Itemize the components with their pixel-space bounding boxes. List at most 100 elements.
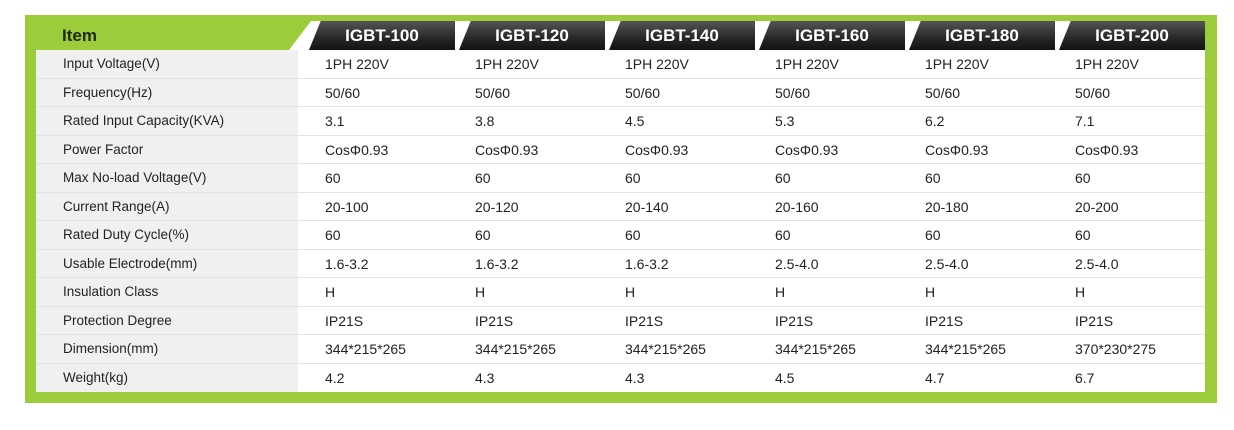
table-cell: IP21S <box>325 312 364 329</box>
table-cell: 4.7 <box>925 369 945 386</box>
table-cell: 2.5-4.0 <box>775 255 819 272</box>
table-cell: CosΦ0.93 <box>325 141 389 158</box>
table-cell: 1PH 220V <box>925 56 989 72</box>
table-cell: CosΦ0.93 <box>925 141 989 158</box>
table-cell: 1.6-3.2 <box>475 255 519 272</box>
table-cell: 4.5 <box>775 369 795 386</box>
table-row: Insulation Class H H H H H H <box>36 278 1205 307</box>
table-cell: IP21S <box>625 312 664 329</box>
table-cell: 1.6-3.2 <box>325 255 369 272</box>
table-cell: 1PH 220V <box>475 56 539 72</box>
table-cell: 60 <box>325 227 341 243</box>
table-cell: 20-160 <box>775 198 819 215</box>
table-cell: 1PH 220V <box>625 56 689 72</box>
table-cell: CosΦ0.93 <box>475 141 539 158</box>
header-model-igbt-200: IGBT-200 <box>1059 21 1205 50</box>
table-cell: H <box>625 284 636 300</box>
table-row: Protection Degree IP21S IP21S IP21S IP21S IP2… <box>36 306 1205 335</box>
table-cell: CosΦ0.93 <box>625 141 689 158</box>
table-cell: H <box>775 284 786 300</box>
table-cell: 60 <box>775 227 791 243</box>
header-model-igbt-140: IGBT-140 <box>609 21 755 50</box>
table-row: Rated Duty Cycle(%) 60 60 60 60 60 60 <box>36 221 1205 250</box>
table-cell: H <box>475 284 486 300</box>
table-row: Power Factor CosΦ0.93 CosΦ0.93 CosΦ0.93 CosΦ… <box>36 135 1205 164</box>
row-label: Frequency(Hz) <box>36 78 298 106</box>
row-label: Max No-load Voltage(V) <box>36 164 298 192</box>
table-cell: 50/60 <box>325 84 361 101</box>
table-cell: 1.6-3.2 <box>625 255 669 272</box>
table-cell: 4.3 <box>475 369 495 386</box>
table-cell: 60 <box>925 227 941 243</box>
row-label: Current Range(A) <box>36 192 298 220</box>
table-cell: 344*215*265 <box>325 341 406 357</box>
table-cell: 60 <box>1075 227 1091 243</box>
table-cell: H <box>325 284 336 300</box>
table-row: Dimension(mm) 344*215*265 344*215*265 344*2… <box>36 335 1205 364</box>
table-cell: 50/60 <box>475 84 511 101</box>
row-label: Power Factor <box>36 135 298 163</box>
table-cell: 60 <box>475 227 491 243</box>
table-row: Frequency(Hz) 50/60 50/60 50/60 50/60 50/60 50… <box>36 78 1205 107</box>
table-cell: 5.3 <box>775 113 795 129</box>
table-cell: 50/60 <box>925 84 961 101</box>
table-cell: 60 <box>925 170 941 186</box>
table-cell: 1PH 220V <box>775 56 839 72</box>
table-cell: IP21S <box>775 312 814 329</box>
table-cell: 6.2 <box>925 113 945 129</box>
table-cell: 60 <box>475 170 491 186</box>
table-cell: IP21S <box>925 312 964 329</box>
table-cell: 1PH 220V <box>1075 56 1139 72</box>
table-cell: 4.5 <box>625 113 645 129</box>
row-label: Protection Degree <box>36 306 298 334</box>
table-cell: H <box>1075 284 1086 300</box>
table-cell: 20-120 <box>475 198 519 215</box>
table-cell: 20-140 <box>625 198 669 215</box>
table-cell: 20-180 <box>925 198 969 215</box>
table-cell: 60 <box>625 170 641 186</box>
table-cell: 4.3 <box>625 369 645 386</box>
table-row: Input Voltage(V) 1PH 220V 1PH 220V 1PH 220V… <box>36 50 1205 79</box>
header-model-igbt-100: IGBT-100 <box>309 21 455 50</box>
table-cell: 7.1 <box>1075 113 1095 129</box>
row-label: Insulation Class <box>36 278 298 306</box>
spec-table: Item IGBT-100 IGBT-120 IGBT-140 IGBT-160… <box>36 21 1205 392</box>
table-row: Current Range(A) 20-100 20-120 20-140 20-160… <box>36 192 1205 221</box>
row-label: Rated Duty Cycle(%) <box>36 221 298 249</box>
table-cell: 50/60 <box>1075 84 1111 101</box>
table-cell: 2.5-4.0 <box>1075 255 1119 272</box>
row-label: Dimension(mm) <box>36 335 298 363</box>
table-cell: 50/60 <box>625 84 661 101</box>
header-model-igbt-120: IGBT-120 <box>459 21 605 50</box>
table-header-row: Item IGBT-100 IGBT-120 IGBT-140 IGBT-160… <box>36 21 1205 50</box>
table-cell: 20-200 <box>1075 198 1119 215</box>
table-cell: 60 <box>1075 170 1091 186</box>
table-cell: IP21S <box>475 312 514 329</box>
table-row: Usable Electrode(mm) 1.6-3.2 1.6-3.2 1.6-3.… <box>36 249 1205 278</box>
table-cell: H <box>925 284 936 300</box>
table-cell: 6.7 <box>1075 369 1095 386</box>
table-cell: 344*215*265 <box>775 341 856 357</box>
table-cell: 3.1 <box>325 113 345 129</box>
table-cell: 2.5-4.0 <box>925 255 969 272</box>
row-label: Weight(kg) <box>36 363 298 392</box>
header-model-igbt-180: IGBT-180 <box>909 21 1055 50</box>
table-cell: 60 <box>325 170 341 186</box>
header-model-igbt-160: IGBT-160 <box>759 21 905 50</box>
table-row: Rated Input Capacity(KVA) 3.1 3.8 4.5 5.3 6.2… <box>36 107 1205 136</box>
table-cell: 344*215*265 <box>925 341 1006 357</box>
table-row: Max No-load Voltage(V) 60 60 60 60 60 60 <box>36 164 1205 193</box>
table-cell: CosΦ0.93 <box>775 141 839 158</box>
table-cell: 344*215*265 <box>475 341 556 357</box>
spec-table-frame: Item IGBT-100 IGBT-120 IGBT-140 IGBT-160… <box>25 15 1217 403</box>
row-label: Input Voltage(V) <box>36 50 298 78</box>
table-cell: 60 <box>775 170 791 186</box>
row-label: Rated Input Capacity(KVA) <box>36 107 298 135</box>
table-cell: IP21S <box>1075 312 1114 329</box>
table-cell: 370*230*275 <box>1075 341 1156 357</box>
table-cell: 60 <box>625 227 641 243</box>
table-cell: 344*215*265 <box>625 341 706 357</box>
table-cell: 4.2 <box>325 369 345 386</box>
header-item-label: Item <box>36 21 311 50</box>
table-cell: 1PH 220V <box>325 56 389 72</box>
